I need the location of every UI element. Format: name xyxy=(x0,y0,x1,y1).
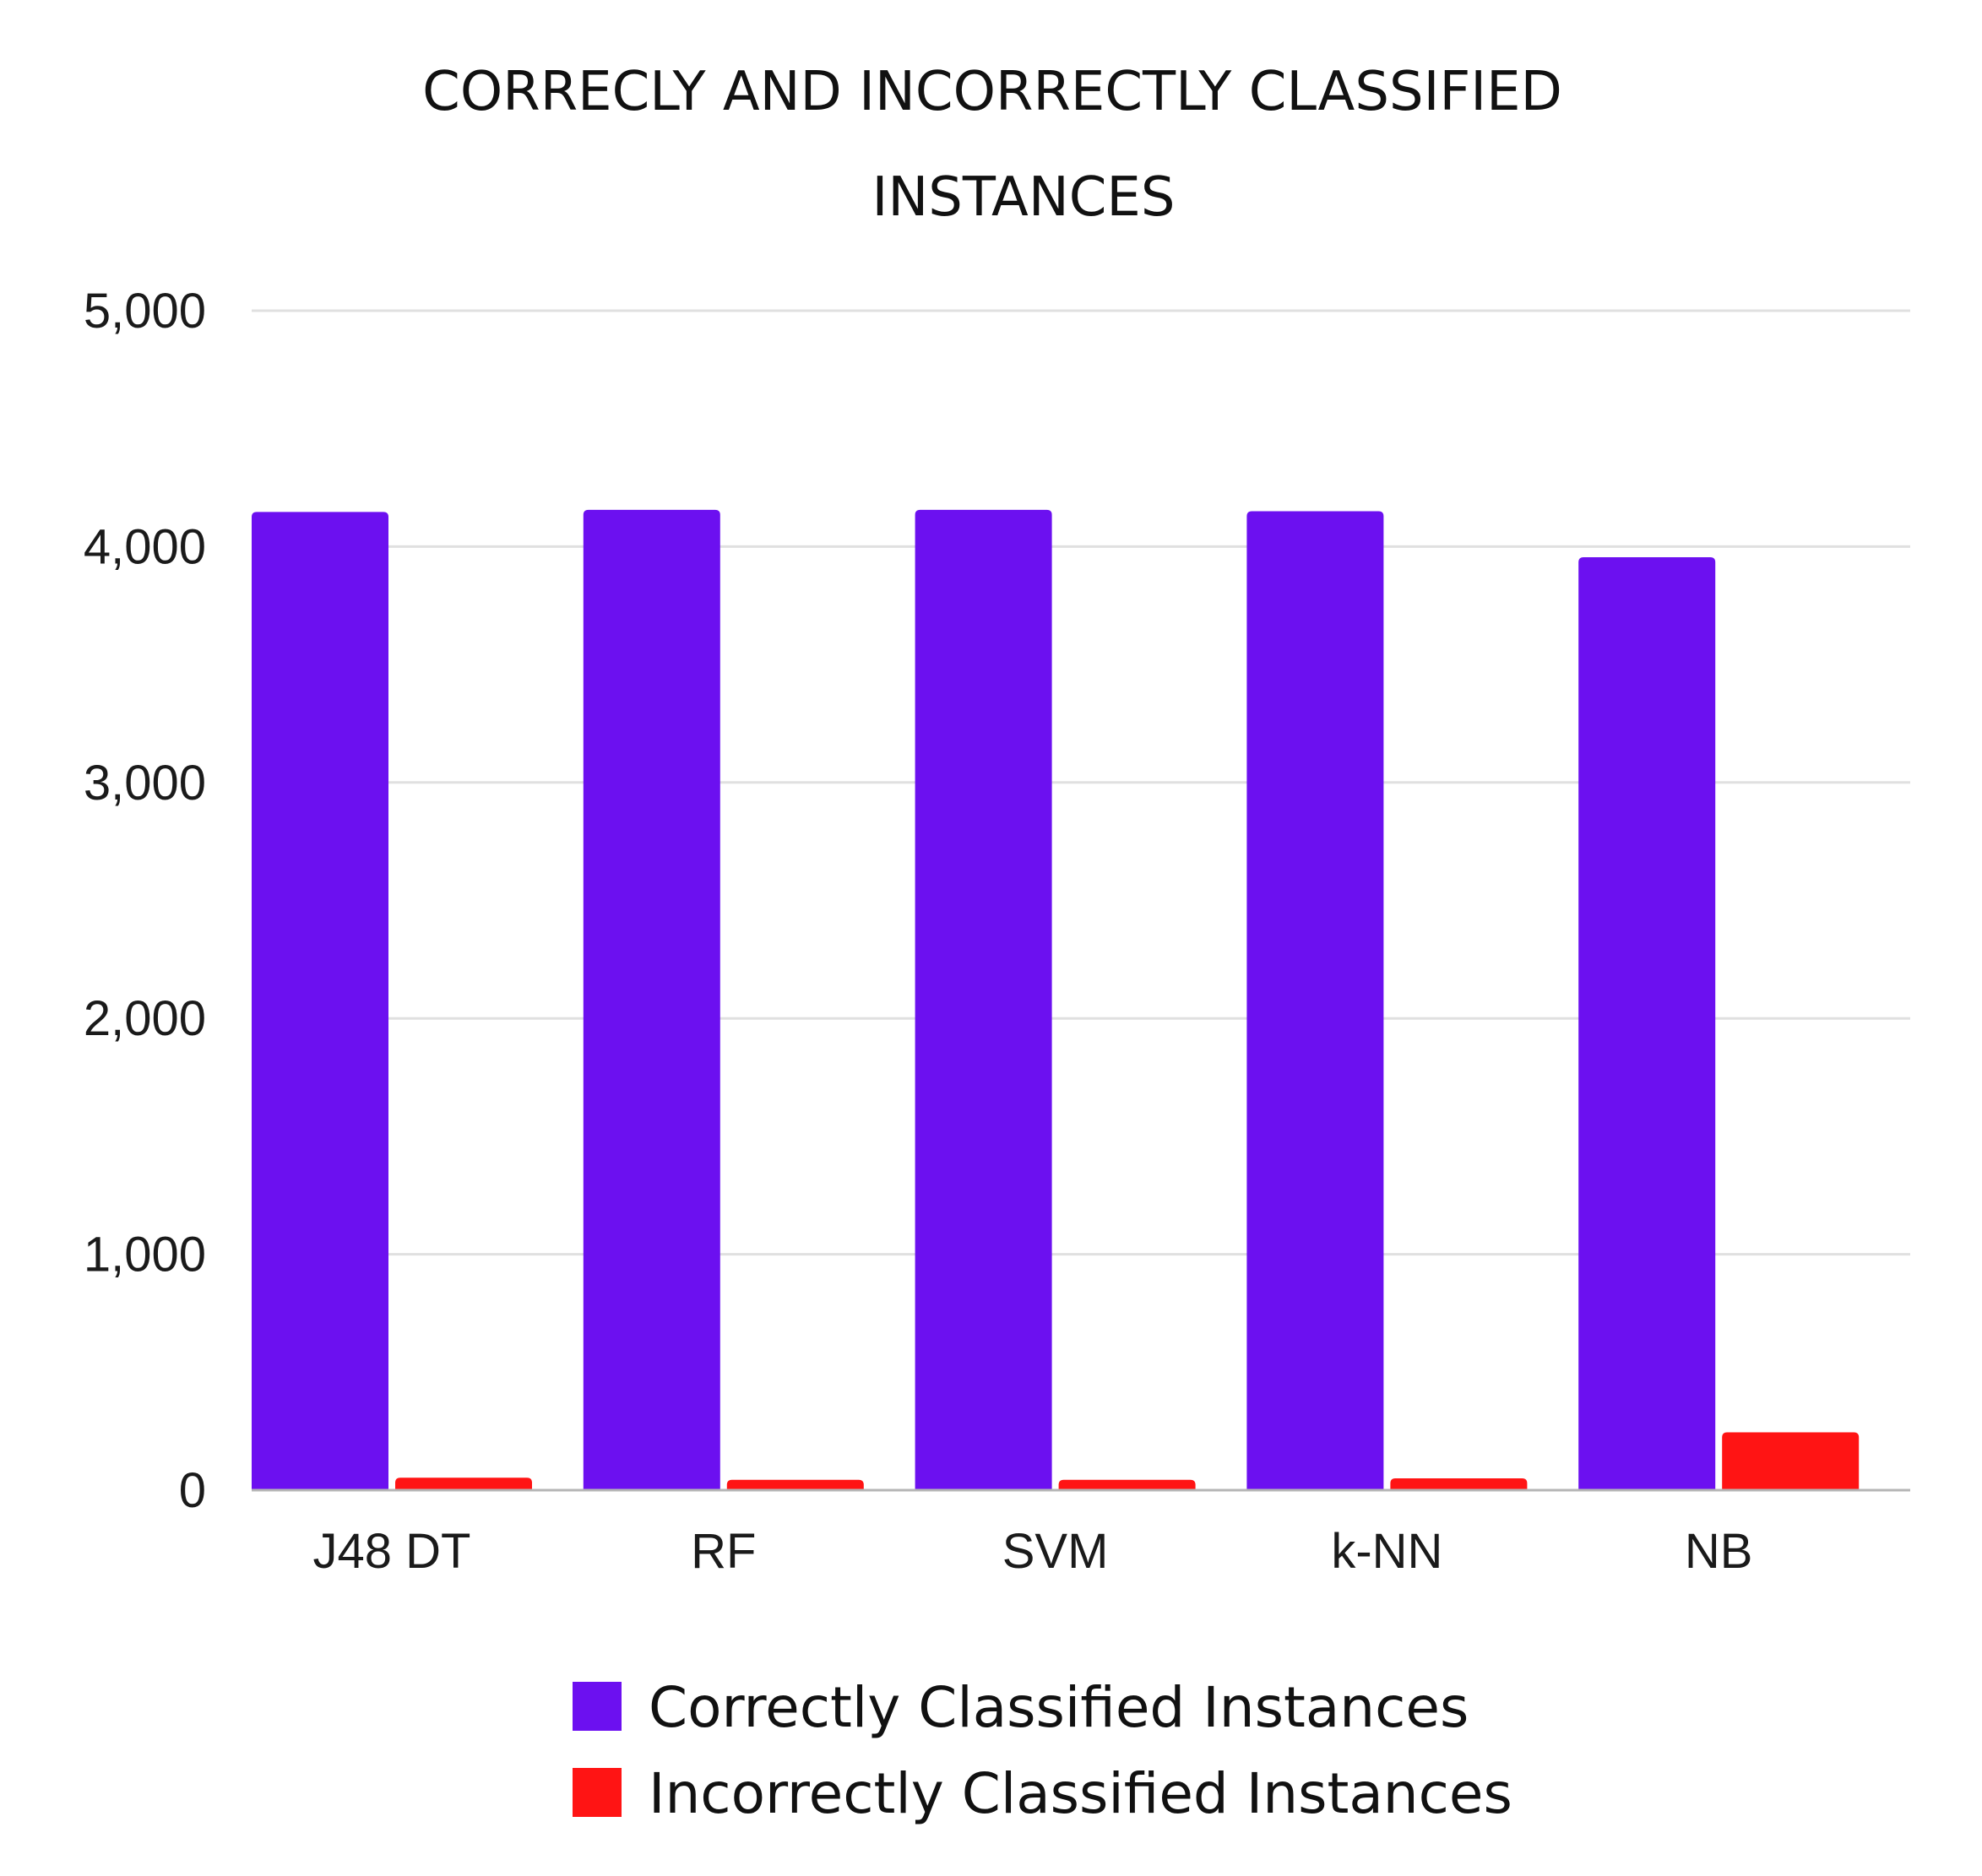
bars xyxy=(252,509,1860,1491)
bar-correct-svm xyxy=(915,509,1052,1490)
legend-swatch xyxy=(573,1682,622,1731)
legend-swatch xyxy=(573,1768,622,1817)
chart-title-line-1: CORRECLY AND INCORRECTLY CLASSIFIED xyxy=(422,61,1562,123)
bar-incorrect-svm xyxy=(1058,1479,1196,1490)
legend: Correctly Classified Instances Incorrectl… xyxy=(573,1675,1512,1826)
bar-incorrect-nb xyxy=(1722,1432,1860,1490)
x-tick-label: RF xyxy=(691,1524,756,1579)
legend-label: Correctly Classified Instances xyxy=(649,1675,1469,1740)
legend-label: Incorrectly Classified Instances xyxy=(649,1761,1512,1826)
y-tick-label: 5,000 xyxy=(84,284,206,339)
y-tick-label: 3,000 xyxy=(84,756,206,811)
chart-title: CORRECLY AND INCORRECTLY CLASSIFIED INST… xyxy=(422,61,1562,229)
y-tick-label: 2,000 xyxy=(84,991,206,1046)
chart-title-line-2: INSTANCES xyxy=(872,166,1176,229)
y-axis-ticks: 0 1,000 2,000 3,000 4,000 5,000 xyxy=(84,284,206,1518)
bar-correct-k-nn xyxy=(1246,511,1384,1490)
y-tick-label: 1,000 xyxy=(84,1228,206,1282)
y-tick-label: 0 xyxy=(179,1463,206,1518)
x-axis-ticks: J48 DT RF SVM k-NN NB xyxy=(313,1524,1753,1579)
x-tick-label: J48 DT xyxy=(313,1524,471,1579)
bar-incorrect-k-nn xyxy=(1390,1478,1528,1490)
bar-correct-rf xyxy=(583,509,720,1490)
y-tick-label: 4,000 xyxy=(84,519,206,574)
x-tick-label: k-NN xyxy=(1331,1524,1442,1579)
x-tick-label: SVM xyxy=(1002,1524,1109,1579)
bar-correct-j48-dt xyxy=(252,512,388,1491)
bar-incorrect-rf xyxy=(726,1479,864,1490)
bar-incorrect-j48-dt xyxy=(395,1477,532,1490)
x-tick-label: NB xyxy=(1685,1524,1753,1579)
bar-correct-nb xyxy=(1578,556,1716,1490)
